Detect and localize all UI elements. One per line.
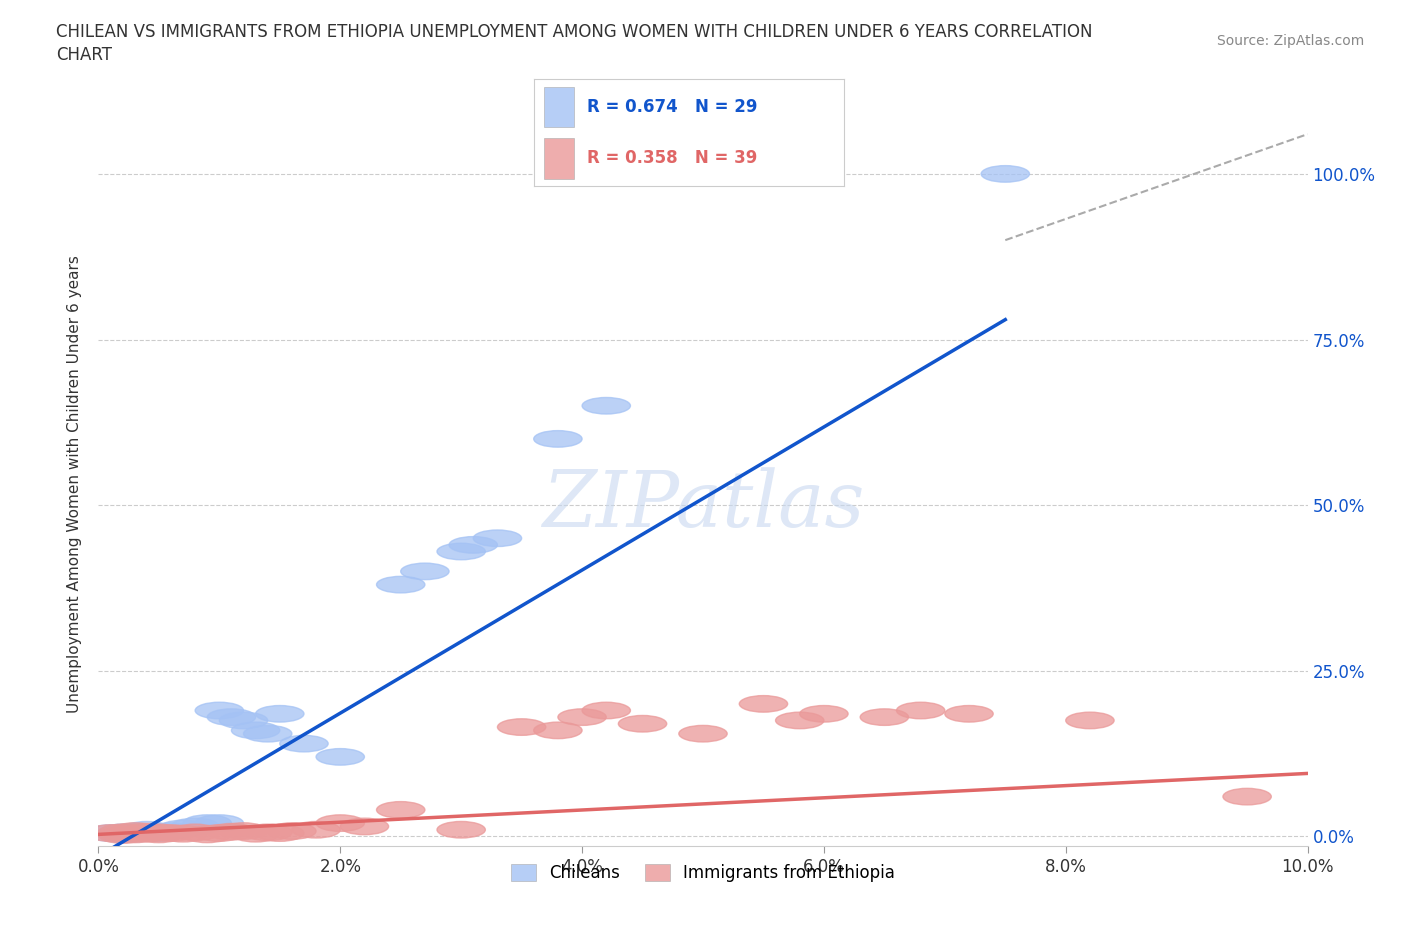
Ellipse shape: [172, 824, 219, 841]
Ellipse shape: [619, 715, 666, 732]
Ellipse shape: [172, 818, 219, 835]
Ellipse shape: [292, 821, 340, 838]
Ellipse shape: [135, 826, 183, 843]
Ellipse shape: [159, 820, 207, 837]
FancyBboxPatch shape: [544, 138, 575, 179]
Ellipse shape: [111, 826, 159, 842]
Ellipse shape: [111, 823, 159, 840]
Ellipse shape: [122, 825, 172, 842]
Ellipse shape: [219, 823, 267, 840]
Ellipse shape: [437, 821, 485, 838]
Ellipse shape: [122, 821, 172, 838]
Text: CHILEAN VS IMMIGRANTS FROM ETHIOPIA UNEMPLOYMENT AMONG WOMEN WITH CHILDREN UNDER: CHILEAN VS IMMIGRANTS FROM ETHIOPIA UNEM…: [56, 23, 1092, 41]
Ellipse shape: [135, 825, 183, 842]
Text: R = 0.358   N = 39: R = 0.358 N = 39: [586, 149, 758, 167]
Ellipse shape: [1066, 712, 1114, 729]
Ellipse shape: [232, 826, 280, 842]
Ellipse shape: [183, 815, 232, 831]
Ellipse shape: [340, 818, 388, 835]
Ellipse shape: [146, 825, 195, 842]
Ellipse shape: [377, 577, 425, 593]
Ellipse shape: [1223, 789, 1271, 804]
Ellipse shape: [377, 802, 425, 818]
Ellipse shape: [195, 702, 243, 719]
Ellipse shape: [449, 537, 498, 553]
Ellipse shape: [243, 725, 292, 742]
Ellipse shape: [135, 824, 183, 841]
Ellipse shape: [183, 826, 232, 843]
Ellipse shape: [316, 815, 364, 831]
Ellipse shape: [582, 702, 630, 719]
Ellipse shape: [98, 824, 146, 841]
Ellipse shape: [437, 543, 485, 560]
Ellipse shape: [207, 823, 256, 840]
FancyBboxPatch shape: [544, 86, 575, 127]
Ellipse shape: [740, 696, 787, 712]
Ellipse shape: [122, 823, 172, 840]
Ellipse shape: [207, 709, 256, 725]
Ellipse shape: [146, 823, 195, 840]
Ellipse shape: [981, 166, 1029, 182]
Ellipse shape: [534, 431, 582, 447]
Text: Source: ZipAtlas.com: Source: ZipAtlas.com: [1216, 34, 1364, 48]
Ellipse shape: [86, 825, 135, 842]
Ellipse shape: [243, 824, 292, 841]
Text: R = 0.674   N = 29: R = 0.674 N = 29: [586, 98, 758, 116]
Ellipse shape: [219, 712, 267, 729]
Ellipse shape: [534, 722, 582, 738]
Text: ZIPatlas: ZIPatlas: [541, 467, 865, 543]
Ellipse shape: [945, 706, 993, 722]
Ellipse shape: [776, 712, 824, 729]
Ellipse shape: [498, 719, 546, 736]
Ellipse shape: [401, 563, 449, 579]
Ellipse shape: [256, 825, 304, 842]
Ellipse shape: [195, 825, 243, 842]
Legend: Chileans, Immigrants from Ethiopia: Chileans, Immigrants from Ethiopia: [505, 857, 901, 889]
Text: CHART: CHART: [56, 46, 112, 64]
Y-axis label: Unemployment Among Women with Children Under 6 years: Unemployment Among Women with Children U…: [67, 255, 83, 712]
Ellipse shape: [582, 397, 630, 414]
Ellipse shape: [195, 815, 243, 831]
Ellipse shape: [98, 824, 146, 841]
Ellipse shape: [280, 736, 328, 751]
Ellipse shape: [897, 702, 945, 719]
Ellipse shape: [256, 706, 304, 722]
Ellipse shape: [267, 823, 316, 840]
Ellipse shape: [86, 825, 135, 842]
Ellipse shape: [111, 823, 159, 840]
Ellipse shape: [111, 826, 159, 843]
Ellipse shape: [474, 530, 522, 547]
Ellipse shape: [316, 749, 364, 765]
Ellipse shape: [122, 826, 172, 842]
Ellipse shape: [98, 827, 146, 844]
Ellipse shape: [860, 709, 908, 725]
Ellipse shape: [159, 826, 207, 842]
Ellipse shape: [679, 725, 727, 742]
Ellipse shape: [98, 826, 146, 843]
Ellipse shape: [558, 709, 606, 725]
Ellipse shape: [800, 706, 848, 722]
Ellipse shape: [232, 722, 280, 738]
